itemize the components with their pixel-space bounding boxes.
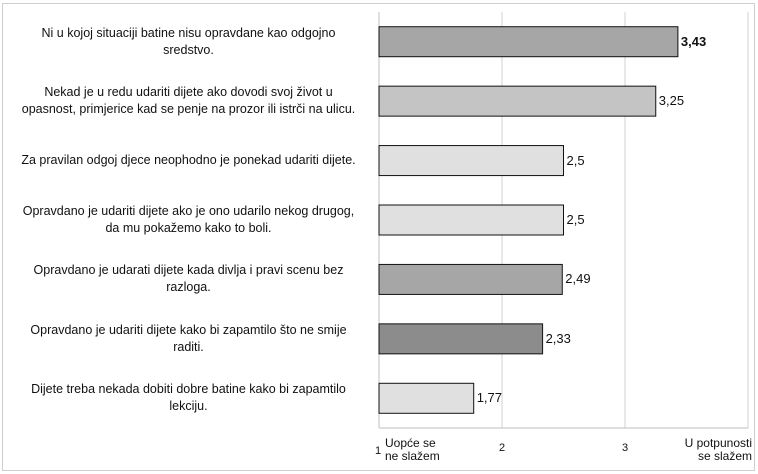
- data-label-5: 2,49: [565, 271, 591, 287]
- bar-2: [378, 85, 657, 117]
- category-label-line: Opravdano je udariti dijete ako je ono u…: [22, 204, 355, 218]
- category-label-line: opasnost, primjerice kad se penje na pro…: [21, 102, 356, 117]
- bar-6: [378, 323, 544, 355]
- tick-label-3: 3: [622, 442, 629, 454]
- category-label-line: razloga.: [166, 280, 211, 295]
- category-label-line: da mu pokažemo kako to boli.: [105, 221, 272, 235]
- bar-7: [378, 382, 475, 414]
- bar-1: [378, 26, 679, 58]
- category-label-line: Dijete treba nekada dobiti dobre batine …: [31, 382, 346, 397]
- axis-max-label-line: U potpunosti: [684, 436, 752, 450]
- category-label-line: Nekad je u redu udariti dijete ako dovod…: [44, 85, 333, 100]
- axis-max-label-line: se slažem: [697, 449, 752, 463]
- data-label-3: 2,5: [566, 152, 585, 168]
- category-label-line: raditi.: [173, 339, 204, 354]
- category-label-line: Ni u kojoj situaciji batine nisu opravda…: [41, 25, 336, 40]
- category-label-3: Za pravilan odgoj djece neophodno je pon…: [6, 152, 371, 169]
- category-label-1: Ni u kojoj situaciji batine nisu opravda…: [6, 25, 371, 59]
- data-label-2: 3,25: [658, 93, 685, 109]
- category-label-5: Opravdano je udarati dijete kada divlja …: [6, 262, 371, 296]
- category-label-7: Dijete treba nekada dobiti dobre batine …: [6, 381, 371, 415]
- category-label-line: Opravdano je udarati dijete kada divlja …: [33, 263, 344, 278]
- tick-label-1: 1: [375, 445, 382, 457]
- data-label-1: 3,43: [680, 33, 707, 49]
- bar-5: [378, 263, 563, 295]
- bar-3: [378, 145, 564, 177]
- category-label-line: Za pravilan odgoj djece neophodno je pon…: [21, 153, 356, 168]
- chart-frame: [2, 3, 755, 471]
- data-label-7: 1,77: [476, 390, 503, 406]
- category-label-line: Opravdano je udariti dijete kako bi zapa…: [30, 322, 347, 337]
- category-label-line: lekciju.: [169, 399, 208, 414]
- axis-min-label-line: Uopće se: [385, 436, 436, 450]
- axis-min-label: Uopće se ne slažem: [385, 437, 440, 463]
- bar-4: [378, 204, 564, 236]
- category-label-2: Nekad je u redu udariti dijete ako dovod…: [6, 84, 371, 118]
- category-label-4: Opravdano je udariti dijete ako je ono u…: [6, 203, 371, 237]
- axis-max-label: U potpunosti se slažem: [685, 437, 752, 463]
- category-label-6: Opravdano je udariti dijete kako bi zapa…: [6, 322, 371, 356]
- data-label-4: 2,5: [566, 212, 585, 227]
- axis-min-label-line: ne slažem: [385, 449, 440, 463]
- tick-label-2: 2: [499, 442, 506, 454]
- category-label-line: sredstvo.: [163, 42, 214, 57]
- data-label-6: 2,33: [545, 330, 571, 346]
